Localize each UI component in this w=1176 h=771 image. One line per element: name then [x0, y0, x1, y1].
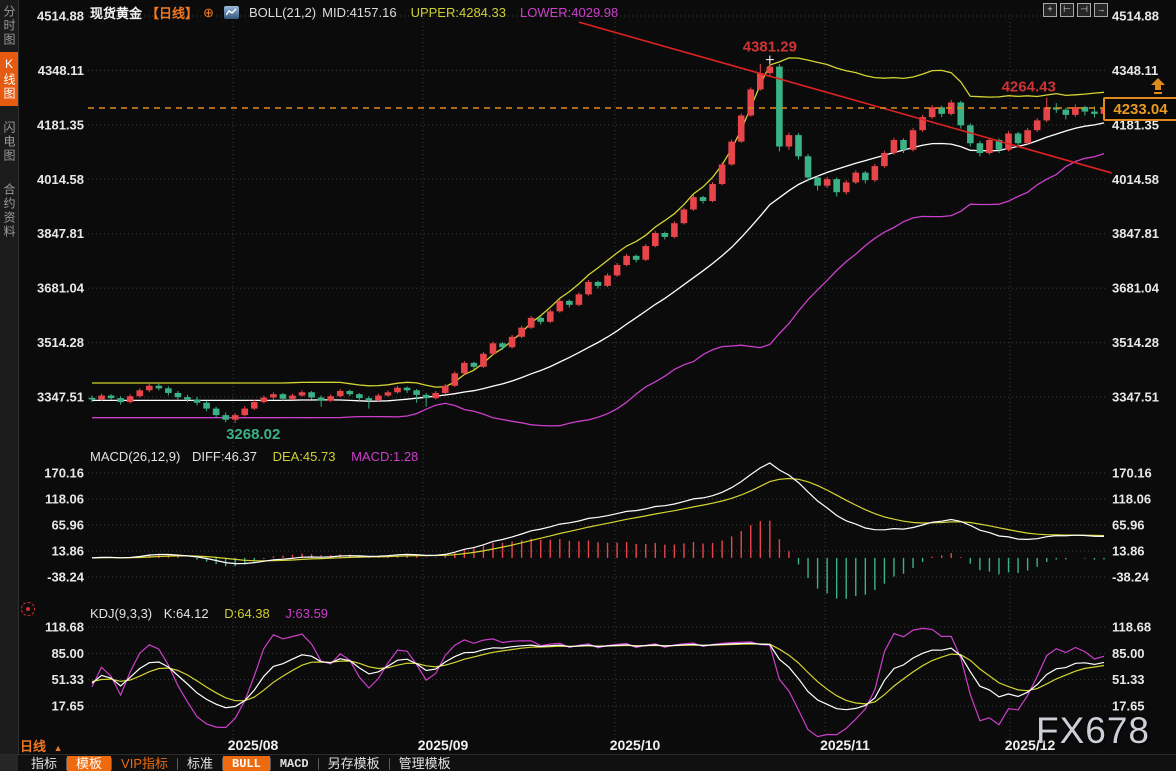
tab-标准[interactable]: 标准 — [187, 755, 214, 771]
x-axis-date-label: 2025/08 — [228, 737, 279, 753]
kdj-j-value: J:63.59 — [285, 606, 329, 621]
y-axis-label-right: 4514.88 — [1112, 9, 1159, 24]
y-axis-label-right: 65.96 — [1112, 518, 1145, 533]
y-axis-label-left: 65.96 — [51, 518, 84, 533]
x-axis-date-label: 2025/09 — [418, 737, 469, 753]
x-axis-date-label: 2025/10 — [610, 737, 661, 753]
template-tabbar: 指标 模板 VIP指标 标准 BULL MACD 另存模板 管理模板 — [0, 754, 1176, 771]
y-axis-label-right: 13.86 — [1112, 544, 1145, 559]
y-axis-label-right: 3681.04 — [1112, 281, 1160, 296]
y-axis-label-left: 3514.28 — [37, 335, 84, 350]
y-axis-label-right: 3514.28 — [1112, 335, 1159, 350]
sidebar-item-合约资料[interactable]: 合约资料 — [2, 183, 16, 239]
y-axis-label-right: 4014.58 — [1112, 172, 1159, 187]
chevron-up-icon: ▲ — [53, 743, 63, 753]
y-axis-label-left: -38.24 — [47, 570, 85, 585]
y-axis-label-right: 3847.81 — [1112, 226, 1159, 241]
boll-params: BOLL(21,2) — [248, 5, 317, 20]
period-selector-label[interactable]: 日线 — [20, 739, 47, 754]
y-axis-label-right: -38.24 — [1112, 570, 1150, 585]
second-high-label: 4264.43 — [1002, 79, 1056, 96]
chart-toolbar: + ⊢ ⊣ → — [1043, 3, 1108, 17]
macd-diff-value: DIFF:46.37 — [191, 449, 257, 464]
y-axis-label-right: 17.65 — [1112, 699, 1145, 714]
chart-type-sidebar: 分时图 K线图闪电图合约资料 — [0, 0, 19, 771]
y-axis-label-right: 85.00 — [1112, 646, 1145, 661]
tab-管理模板[interactable]: 管理模板 — [398, 755, 451, 771]
chart-header: 现货黄金 【日线】 ⊕ BOLL(21,2) MID:4157.16 UPPER… — [90, 3, 618, 22]
tab-divider — [317, 757, 319, 770]
macd-panel-label: MACD(26,12,9) DIFF:46.37 DEA:45.73 MACD:… — [90, 449, 418, 464]
y-axis-label-right: 170.16 — [1112, 466, 1152, 481]
tab-指标[interactable]: 指标 — [31, 755, 58, 771]
tab-BULL[interactable]: BULL — [223, 755, 270, 771]
y-axis-label-right: 118.06 — [1112, 492, 1151, 507]
x-axis-date-label: 2025/12 — [1005, 737, 1056, 753]
macd-params: MACD(26,12,9) — [90, 449, 181, 464]
kdj-k-value: K:64.12 — [163, 606, 209, 621]
tab-divider — [222, 757, 224, 770]
symbol-name: 现货黄金 — [90, 6, 143, 21]
y-axis-label-left: 170.16 — [44, 466, 84, 481]
tab-divider — [111, 757, 113, 770]
y-axis-label-right: 3347.51 — [1112, 390, 1159, 405]
tab-divider — [177, 757, 178, 770]
y-axis-label-left: 17.65 — [51, 699, 84, 714]
y-axis-label-left: 4014.58 — [37, 172, 84, 187]
kdj-panel-label: KDJ(9,3,3) K:64.12 D:64.38 J:63.59 — [90, 606, 328, 621]
y-axis-label-left: 4514.88 — [37, 9, 84, 24]
scale-right-icon[interactable]: ⊣ — [1077, 3, 1091, 17]
watermark: FX678 — [1036, 710, 1151, 751]
boll-mid-value: MID:4157.16 — [322, 5, 397, 20]
y-axis-label-left: 13.86 — [51, 544, 84, 559]
last-price-box: 4233.04 — [1103, 97, 1176, 121]
y-axis-label-left: 3847.81 — [37, 226, 84, 241]
tab-divider — [269, 757, 271, 770]
y-axis-label-left: 4181.35 — [37, 117, 84, 132]
tab-另存模板[interactable]: 另存模板 — [327, 755, 380, 771]
y-axis-label-left: 3681.04 — [37, 281, 85, 296]
tab-divider — [388, 757, 390, 770]
y-axis-label-left: 3347.51 — [37, 390, 84, 405]
y-axis-label-left: 85.00 — [51, 646, 84, 661]
tab-VIP指标[interactable]: VIP指标 — [121, 755, 168, 771]
kdj-d-value: D:64.38 — [224, 606, 270, 621]
tab-MACD[interactable]: MACD — [279, 756, 309, 771]
sidebar-item-闪电图[interactable]: 闪电图 — [2, 121, 16, 163]
boll-lower-value: LOWER:4029.98 — [519, 5, 619, 20]
period-badge[interactable]: 【日线】 — [146, 6, 199, 21]
boll-upper-value: UPPER:4284.33 — [410, 5, 506, 20]
low-price-label: 3268.02 — [226, 426, 280, 443]
live-marker-icon[interactable] — [21, 602, 35, 616]
price-up-arrow-icon — [1150, 78, 1166, 95]
y-axis-label-right: 4348.11 — [1112, 63, 1158, 78]
y-axis-label-left: 4348.11 — [38, 63, 84, 78]
circle-plus-icon[interactable]: ⊕ — [203, 4, 214, 20]
y-axis-label-left: 51.33 — [51, 672, 84, 687]
y-axis-label-right: 51.33 — [1112, 672, 1145, 687]
y-axis-label-right: 118.68 — [1112, 620, 1151, 635]
kdj-params: KDJ(9,3,3) — [90, 606, 153, 621]
macd-dea-value: DEA:45.73 — [272, 449, 336, 464]
y-axis-label-right: 4181.35 — [1112, 117, 1159, 132]
tab-模板[interactable]: 模板 — [67, 755, 112, 771]
macd-value: MACD:1.28 — [351, 449, 419, 464]
tabbar-corner — [0, 755, 18, 771]
scale-left-icon[interactable]: ⊢ — [1060, 3, 1074, 17]
sidebar-item-分时图[interactable]: 分时图 — [2, 5, 16, 47]
crosshair-icon[interactable]: + — [1043, 3, 1057, 17]
sidebar-item-K线图[interactable]: K线图 — [0, 52, 18, 106]
period-selector[interactable]: 日线 ▲ — [20, 736, 63, 755]
indicator-icon[interactable] — [223, 6, 239, 19]
pan-right-icon[interactable]: → — [1094, 3, 1108, 17]
tab-divider — [66, 757, 68, 770]
high-price-label: 4381.29 — [743, 39, 797, 56]
y-axis-label-left: 118.68 — [45, 620, 84, 635]
x-axis-date-label: 2025/11 — [820, 737, 870, 753]
y-axis-label-left: 118.06 — [45, 492, 84, 507]
